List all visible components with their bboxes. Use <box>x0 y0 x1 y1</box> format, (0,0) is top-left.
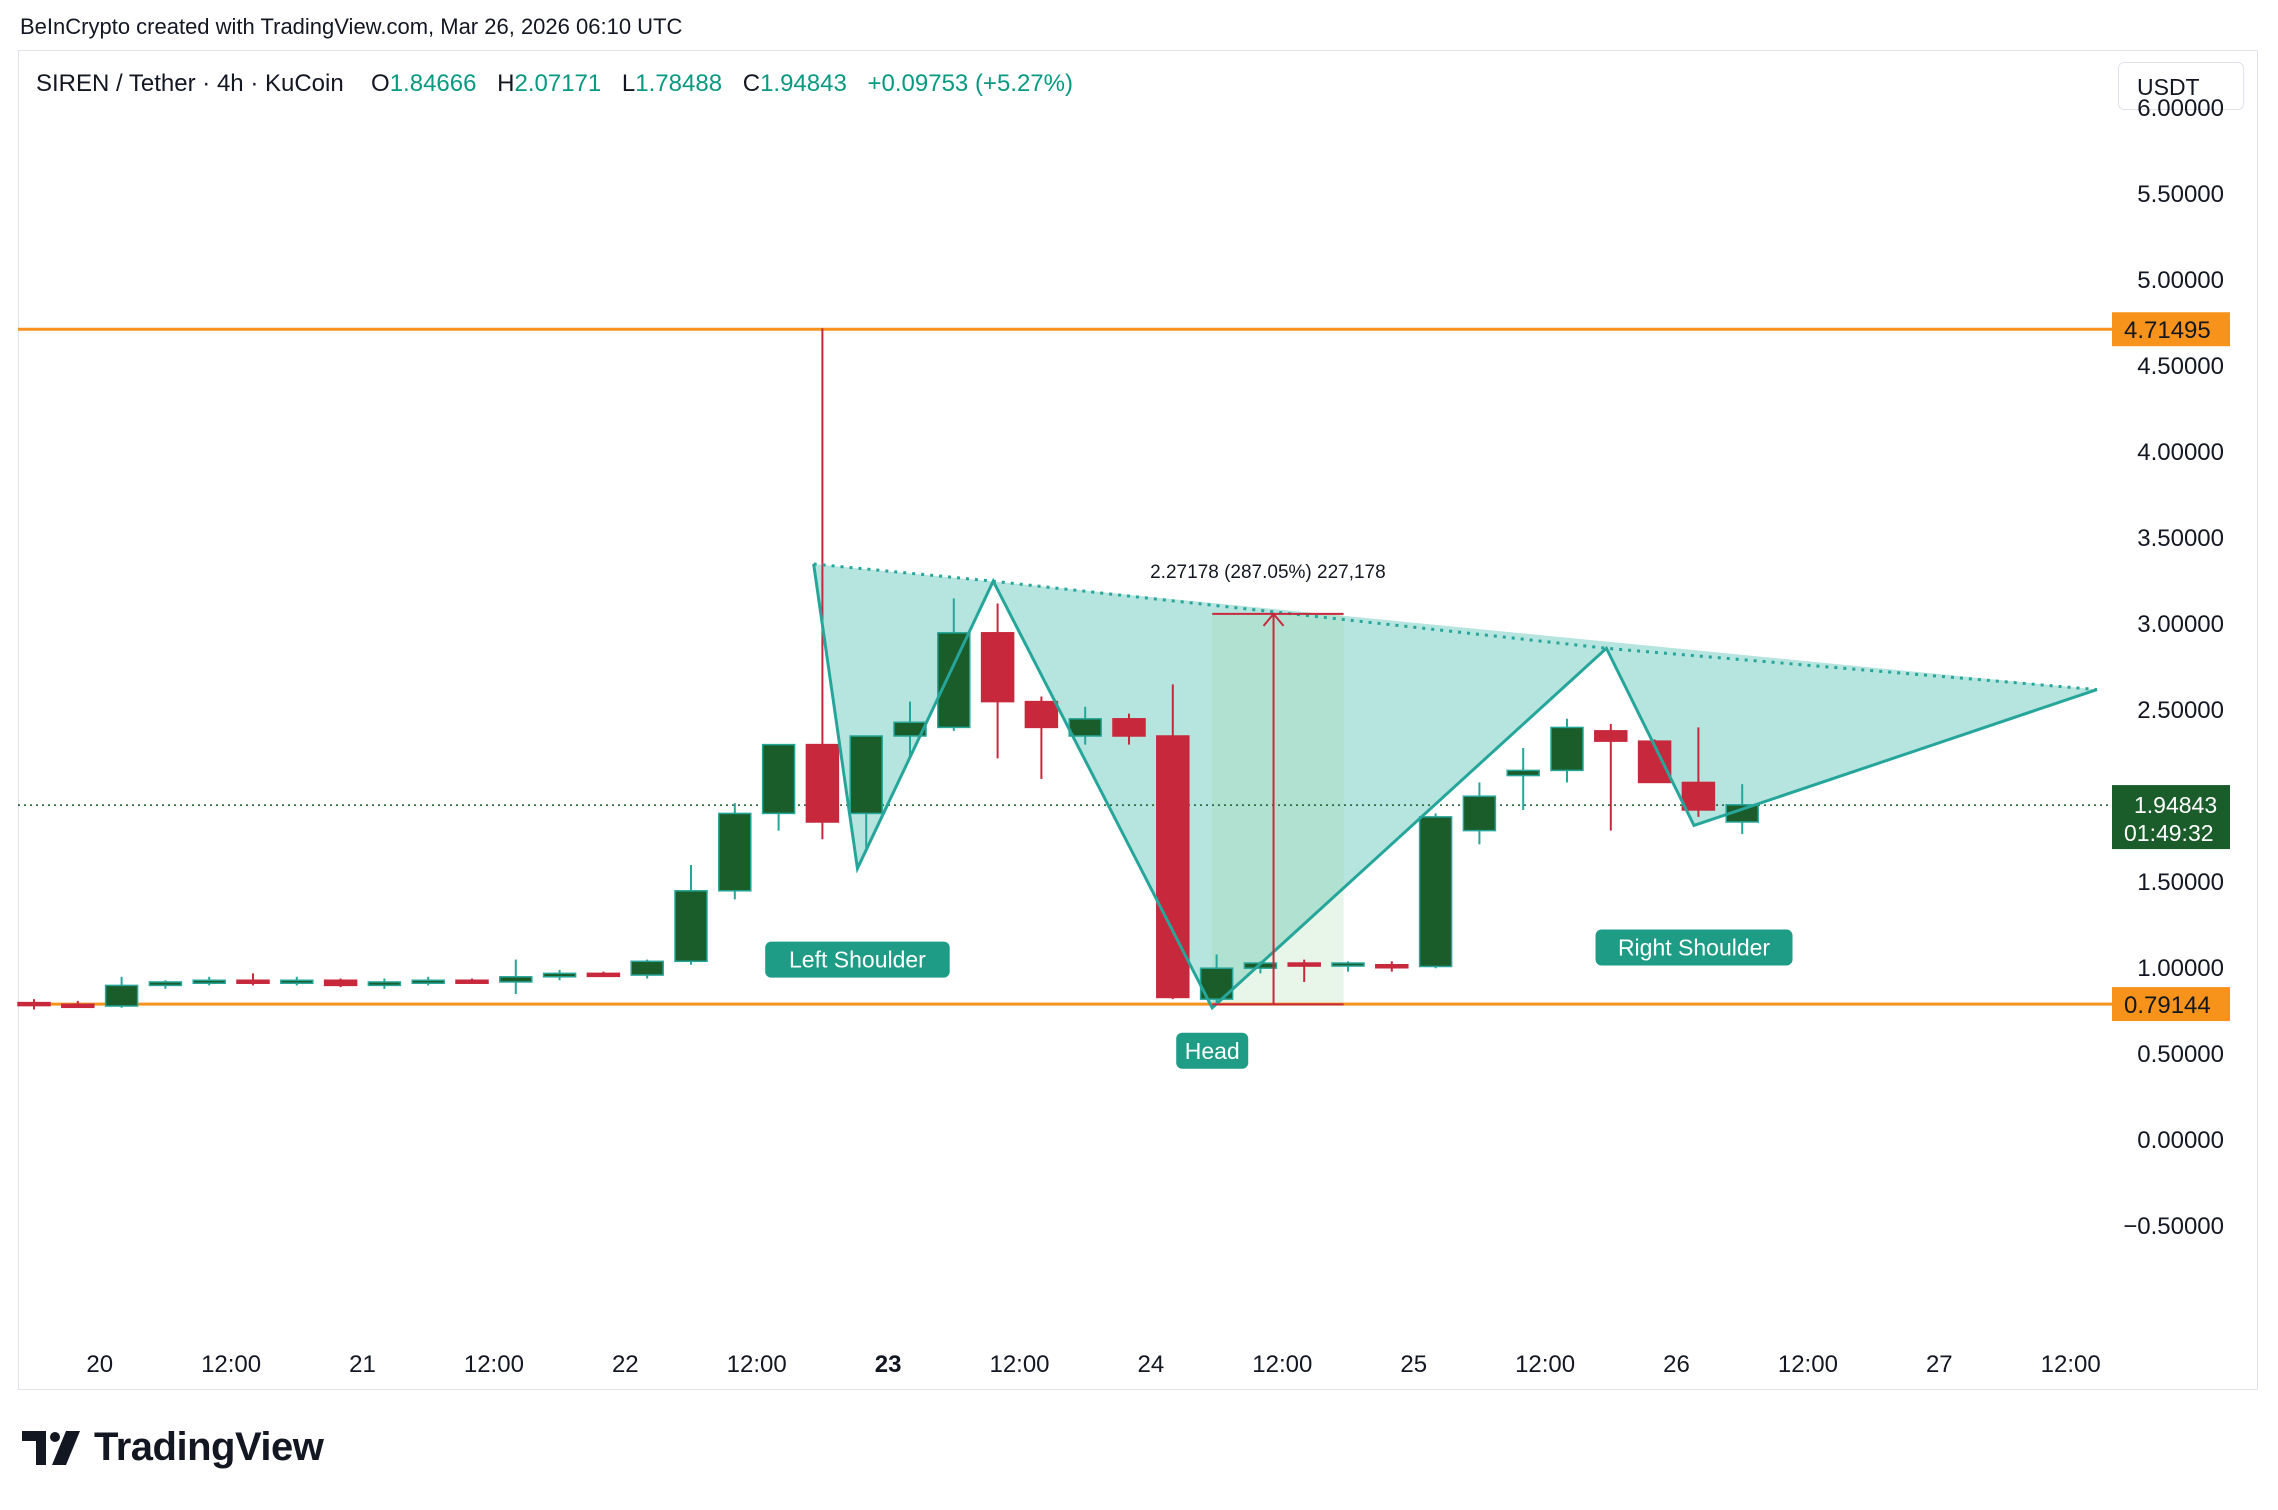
candle-body-10 <box>455 979 489 984</box>
tradingview-logo-icon <box>22 1430 80 1465</box>
x-tick-label-1: 12:00 <box>201 1351 261 1378</box>
chart-frame <box>18 50 2258 1390</box>
candle-body-14 <box>630 960 664 976</box>
close-value: 1.94843 <box>760 70 847 97</box>
y-tick-label-6: 3.00000 <box>2137 611 2224 638</box>
candle-body-23 <box>1024 700 1059 729</box>
left-shoulder-label-bg <box>765 941 950 978</box>
tradingview-logo-text: TradingView <box>94 1425 324 1469</box>
high-value: 2.07171 <box>514 70 602 97</box>
symbol-header: SIREN / Tether · 4h · KuCoin O1.84666 H2… <box>36 70 1087 98</box>
candle-body-7 <box>323 979 358 987</box>
x-tick-label-15: 12:00 <box>2041 1351 2101 1378</box>
x-tick-label-7: 12:00 <box>989 1351 1049 1378</box>
candle-body-26 <box>1156 735 1190 999</box>
x-tick-label-8: 24 <box>1138 1351 1165 1378</box>
y-tick-label-7: 2.50000 <box>2137 697 2224 724</box>
candle-body-2 <box>104 984 139 1007</box>
currency-selector[interactable]: USDT <box>2118 62 2244 110</box>
tradingview-logo[interactable]: TradingView <box>22 1425 324 1470</box>
y-tick-label-3: 4.50000 <box>2137 353 2224 380</box>
measure-label: 2.27178 (287.05%) 227,178 <box>1150 562 1386 583</box>
high-label: H <box>497 70 515 97</box>
candle-body-9 <box>411 979 445 984</box>
countdown-label: 01:49:32 <box>2124 820 2214 846</box>
y-tick-label-1: 5.50000 <box>2137 181 2224 208</box>
candle-body-17 <box>761 743 796 815</box>
x-tick-label-13: 12:00 <box>1778 1351 1838 1378</box>
candle-body-8 <box>367 981 402 987</box>
pattern-outline <box>812 563 2098 1011</box>
candle-body-29 <box>1287 962 1321 967</box>
level-price-label-0: 4.71495 <box>2124 317 2211 344</box>
x-tick-label-6: 23 <box>875 1351 902 1378</box>
candle-body-36 <box>1594 730 1628 742</box>
current-price-label: 1.94843 <box>2134 792 2217 818</box>
level-price-label-bg-0 <box>2112 312 2230 347</box>
candle-body-5 <box>236 979 270 984</box>
y-tick-label-12: 0.00000 <box>2137 1127 2224 1154</box>
y-tick-label-2: 5.00000 <box>2137 267 2224 294</box>
candle-body-20 <box>893 721 927 737</box>
x-tick-label-12: 26 <box>1663 1351 1690 1378</box>
head-label: Head <box>1185 1038 1240 1064</box>
candle-body-11 <box>499 976 533 983</box>
y-tick-label-0: 6.00000 <box>2137 95 2224 122</box>
candle-body-32 <box>1418 816 1453 968</box>
y-tick-label-5: 3.50000 <box>2137 525 2224 552</box>
x-tick-label-10: 25 <box>1400 1351 1427 1378</box>
x-tick-label-5: 12:00 <box>727 1351 787 1378</box>
candle-body-33 <box>1462 795 1497 832</box>
current-price-label-bg <box>2112 785 2230 850</box>
candle-body-22 <box>980 632 1015 703</box>
close-label: C <box>742 70 761 97</box>
candle-body-12 <box>542 972 577 978</box>
candle-body-4 <box>192 979 226 984</box>
level-price-label-bg-1 <box>2112 987 2230 1022</box>
x-tick-label-11: 12:00 <box>1515 1351 1575 1378</box>
candle-body-31 <box>1375 964 1409 969</box>
attribution-text: BeInCrypto created with TradingView.com,… <box>20 14 683 39</box>
candle-body-24 <box>1068 718 1102 737</box>
candle-body-1 <box>61 1003 95 1009</box>
y-tick-label-4: 4.00000 <box>2137 439 2224 466</box>
candle-body-0 <box>17 1001 51 1007</box>
low-label: L <box>621 70 636 97</box>
y-tick-label-11: 0.50000 <box>2137 1041 2224 1068</box>
open-value: 1.84666 <box>389 70 477 97</box>
candle-body-30 <box>1331 962 1365 967</box>
low-value: 1.78488 <box>635 70 723 97</box>
left-shoulder-label: Left Shoulder <box>789 947 926 973</box>
candle-body-35 <box>1550 726 1584 772</box>
candle-body-21 <box>937 632 971 729</box>
y-tick-label-9: 1.50000 <box>2137 869 2224 896</box>
candle-body-38 <box>1681 781 1716 811</box>
candle-body-34 <box>1506 769 1540 777</box>
right-shoulder-label-bg <box>1595 929 1793 966</box>
x-tick-label-9: 12:00 <box>1252 1351 1312 1378</box>
candle-body-6 <box>280 979 314 984</box>
x-tick-label-3: 12:00 <box>464 1351 524 1378</box>
candle-body-25 <box>1112 718 1146 737</box>
right-shoulder-label: Right Shoulder <box>1618 935 1770 961</box>
candle-body-18 <box>805 743 840 823</box>
candle-body-15 <box>674 890 708 963</box>
x-tick-label-2: 21 <box>349 1351 376 1378</box>
x-tick-label-4: 22 <box>612 1351 639 1378</box>
symbol-name[interactable]: SIREN / Tether · 4h · KuCoin <box>36 70 344 97</box>
candle-body-16 <box>718 812 752 892</box>
open-label: O <box>371 70 390 97</box>
level-price-label-1: 0.79144 <box>2124 992 2211 1019</box>
head-label-bg <box>1176 1032 1249 1069</box>
change-value: +0.09753 (+5.27%) <box>867 70 1074 97</box>
measure-zone <box>1212 613 1344 1005</box>
candle-body-3 <box>148 981 183 987</box>
x-tick-label-14: 27 <box>1926 1351 1953 1378</box>
candle-body-13 <box>586 972 621 978</box>
candle-body-19 <box>849 735 883 815</box>
y-tick-label-10: 1.00000 <box>2137 955 2224 982</box>
x-tick-label-0: 20 <box>86 1351 113 1378</box>
y-tick-label-13: −0.50000 <box>2123 1213 2224 1240</box>
